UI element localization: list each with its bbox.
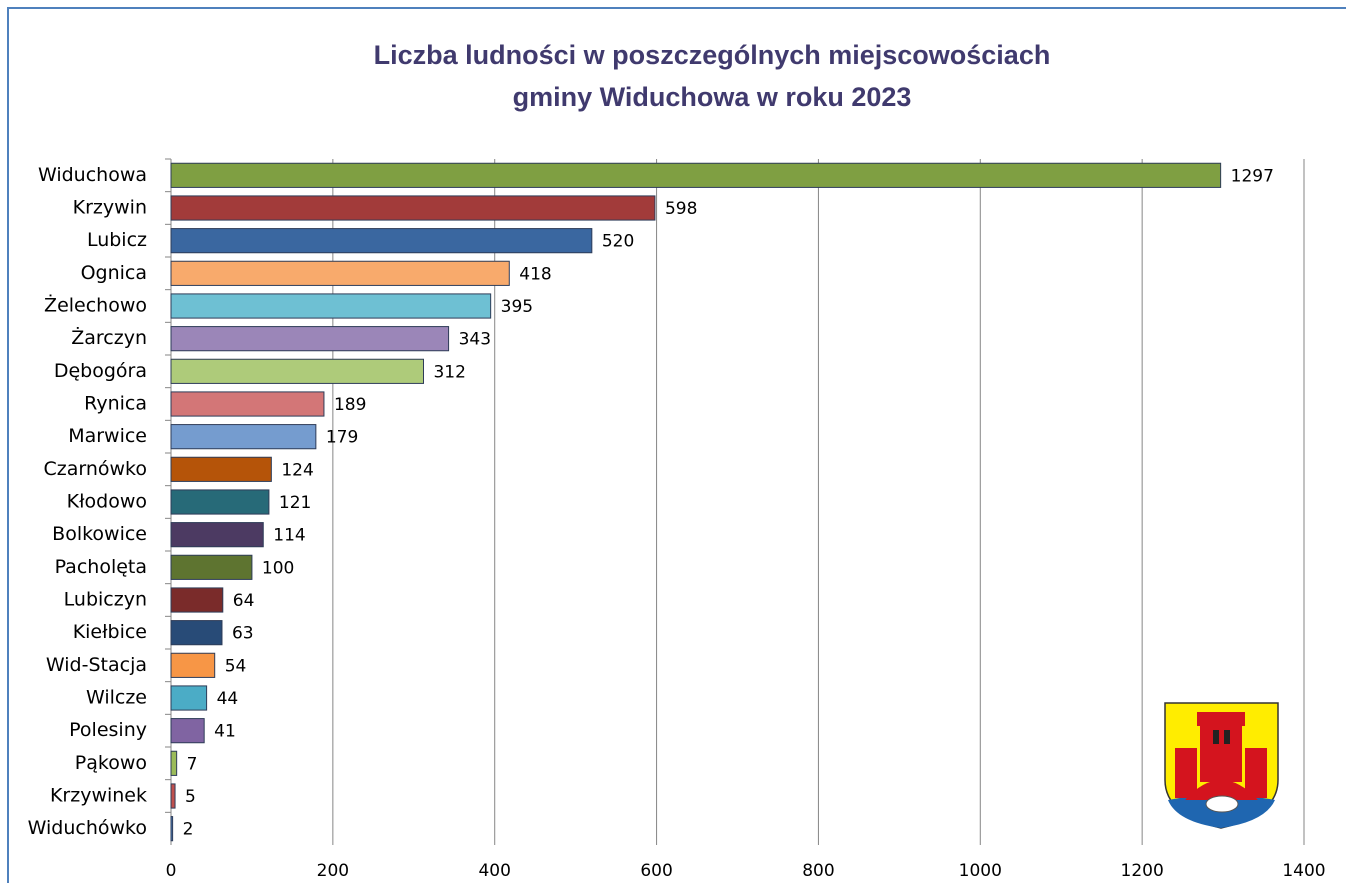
y-tick-label: Czarnówko xyxy=(43,458,147,480)
bar xyxy=(170,391,325,417)
bar xyxy=(170,162,1222,188)
data-label: 64 xyxy=(233,591,255,611)
bar xyxy=(170,293,492,319)
chart-title: Liczba ludności w poszczególnych miejsco… xyxy=(373,40,1051,112)
y-tick-label: Wid-Stacja xyxy=(46,654,147,676)
x-tick-label: 800 xyxy=(802,861,834,881)
data-label: 1297 xyxy=(1231,166,1274,186)
y-tick-label: Lubiczyn xyxy=(64,589,147,611)
y-tick-label: Kiełbice xyxy=(73,621,147,643)
bar xyxy=(170,195,656,221)
x-tick-label: 600 xyxy=(640,861,672,881)
data-label: 7 xyxy=(187,754,198,774)
bar xyxy=(170,554,253,580)
x-tick-label: 1400 xyxy=(1282,861,1325,881)
coat-of-arms xyxy=(1164,702,1279,829)
frame xyxy=(7,7,1346,883)
data-label: 312 xyxy=(433,362,465,382)
bar xyxy=(170,685,208,711)
data-label: 41 xyxy=(214,722,236,742)
bar xyxy=(170,489,270,515)
y-tick-label: Widuchówko xyxy=(28,817,147,839)
y-tick-label: Kłodowo xyxy=(67,491,147,513)
x-tick-label: 400 xyxy=(478,861,510,881)
bar xyxy=(170,456,272,482)
data-label: 100 xyxy=(262,558,294,578)
data-label: 54 xyxy=(225,656,247,676)
bar xyxy=(170,228,593,254)
data-label: 121 xyxy=(279,493,311,513)
bar xyxy=(170,718,205,744)
y-tick-label: Żarczyn xyxy=(71,326,147,349)
y-tick-label: Ognica xyxy=(81,262,147,284)
y-tick-label: Lubicz xyxy=(87,229,147,251)
y-tick-label: Krzywinek xyxy=(50,785,147,807)
data-label: 124 xyxy=(281,460,313,480)
y-tick-label: Bolkowice xyxy=(52,523,147,545)
data-label: 598 xyxy=(665,199,697,219)
data-label: 5 xyxy=(185,787,196,807)
data-label: 189 xyxy=(334,395,366,415)
data-label: 418 xyxy=(519,264,551,284)
bar xyxy=(170,260,510,286)
bar xyxy=(170,358,424,384)
x-tick-label: 1200 xyxy=(1121,861,1164,881)
bar xyxy=(170,424,317,450)
data-label: 520 xyxy=(602,232,634,252)
y-tick-label: Pacholęta xyxy=(55,556,147,578)
data-label: 395 xyxy=(501,297,533,317)
x-tick-label: 200 xyxy=(317,861,349,881)
data-label: 179 xyxy=(326,428,358,448)
bar xyxy=(170,620,223,646)
data-label: 2 xyxy=(183,820,194,840)
bar xyxy=(170,783,176,809)
x-tick-label: 1000 xyxy=(959,861,1002,881)
y-tick-label: Widuchowa xyxy=(38,164,147,186)
y-tick-label: Marwice xyxy=(68,425,147,447)
y-tick-label: Żelechowo xyxy=(44,294,147,317)
data-label: 63 xyxy=(232,624,254,644)
bar xyxy=(170,587,224,613)
bar xyxy=(170,652,216,678)
data-label: 343 xyxy=(459,330,491,350)
y-tick-label: Wilcze xyxy=(86,687,147,709)
x-tick-label: 0 xyxy=(166,861,177,881)
bar xyxy=(170,750,178,776)
y-tick-label: Pąkowo xyxy=(75,752,147,774)
data-label: 114 xyxy=(273,526,305,546)
data-label: 44 xyxy=(217,689,239,709)
y-tick-label: Krzywin xyxy=(73,197,147,219)
bar xyxy=(170,522,264,548)
y-tick-label: Dębogóra xyxy=(54,360,147,382)
y-tick-label: Polesiny xyxy=(69,719,147,741)
bar xyxy=(170,816,174,842)
y-tick-label: Rynica xyxy=(84,393,147,415)
bar xyxy=(170,326,450,352)
